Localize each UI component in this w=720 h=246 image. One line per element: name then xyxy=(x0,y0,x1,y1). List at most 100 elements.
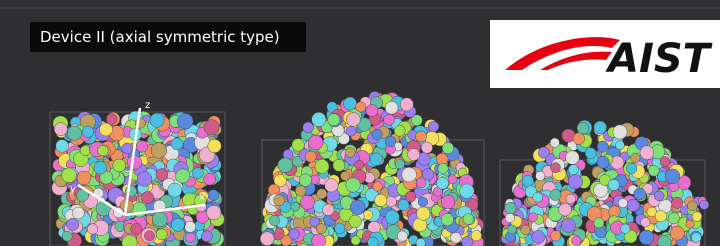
particle xyxy=(438,163,448,173)
particle xyxy=(460,184,475,199)
particle xyxy=(665,169,680,184)
particle xyxy=(289,229,300,240)
particle xyxy=(422,169,434,181)
particle xyxy=(370,153,383,166)
particle xyxy=(505,202,517,214)
particle xyxy=(137,172,152,187)
particle xyxy=(201,231,212,242)
particle xyxy=(303,122,314,133)
particle xyxy=(291,202,300,211)
particle xyxy=(144,231,154,241)
particle xyxy=(418,197,428,207)
particle xyxy=(405,191,416,202)
particle xyxy=(505,213,514,222)
particle xyxy=(299,174,312,187)
particle xyxy=(208,190,219,201)
particle xyxy=(176,169,190,183)
particle xyxy=(56,140,69,153)
particle xyxy=(346,178,361,193)
particle xyxy=(204,173,216,185)
particle xyxy=(274,195,285,206)
particle xyxy=(295,186,306,197)
particle xyxy=(626,163,637,174)
particle xyxy=(402,167,417,182)
screenshot: Device II (axial symmetric type) AIST z … xyxy=(0,0,720,246)
particle xyxy=(278,158,293,173)
particle xyxy=(692,212,702,222)
particle xyxy=(585,148,596,159)
particle xyxy=(641,218,651,228)
particle xyxy=(408,148,420,160)
particle xyxy=(156,229,167,240)
particle xyxy=(77,171,91,185)
particle xyxy=(54,123,67,136)
particle xyxy=(106,114,117,125)
particle xyxy=(428,121,439,132)
particle xyxy=(186,233,196,243)
particle xyxy=(386,196,397,207)
particle xyxy=(597,156,609,168)
particle xyxy=(568,165,578,175)
particle xyxy=(608,179,619,190)
particle xyxy=(648,165,659,176)
particle xyxy=(441,213,454,226)
particle xyxy=(442,142,454,154)
particle xyxy=(131,224,142,235)
particle xyxy=(385,101,398,114)
particle xyxy=(397,231,407,241)
particle xyxy=(536,171,545,180)
particle xyxy=(366,105,378,117)
particle xyxy=(561,219,575,233)
particle xyxy=(668,213,679,224)
particle xyxy=(375,194,387,206)
particle xyxy=(346,126,356,136)
particle xyxy=(67,126,81,140)
particle xyxy=(151,143,167,159)
particle xyxy=(72,207,84,219)
particle xyxy=(533,192,543,202)
particle xyxy=(640,146,654,160)
particle xyxy=(62,168,77,183)
particle xyxy=(171,138,183,150)
particle xyxy=(356,102,366,112)
particle xyxy=(323,204,335,216)
particle xyxy=(87,224,98,235)
particle xyxy=(441,195,455,209)
particle xyxy=(260,232,274,246)
particle xyxy=(192,168,203,179)
particle xyxy=(269,216,279,226)
particle xyxy=(310,217,320,227)
particle xyxy=(341,171,350,180)
particle xyxy=(528,213,537,222)
particle xyxy=(687,201,697,211)
particle xyxy=(168,183,182,197)
particle xyxy=(566,151,580,165)
particle xyxy=(448,175,457,184)
particle xyxy=(639,230,654,245)
axis-label: z xyxy=(145,100,150,111)
particle xyxy=(351,236,360,245)
particle xyxy=(185,221,196,232)
particle xyxy=(559,203,572,216)
particle xyxy=(385,210,399,224)
particle xyxy=(594,121,607,134)
particle xyxy=(346,112,360,126)
particle xyxy=(122,143,133,154)
particle xyxy=(613,125,627,139)
particle xyxy=(99,123,112,136)
particle xyxy=(655,210,667,222)
particle xyxy=(597,141,608,152)
particle xyxy=(309,135,324,150)
particle xyxy=(462,237,473,246)
particle xyxy=(550,138,559,147)
particle xyxy=(654,191,664,201)
particle xyxy=(594,218,604,228)
particle xyxy=(618,198,627,207)
particle xyxy=(204,120,219,135)
particle xyxy=(80,146,90,156)
particle xyxy=(521,225,531,235)
particle xyxy=(372,129,382,139)
particle xyxy=(142,192,154,204)
particle xyxy=(571,236,581,246)
particle xyxy=(631,153,640,162)
